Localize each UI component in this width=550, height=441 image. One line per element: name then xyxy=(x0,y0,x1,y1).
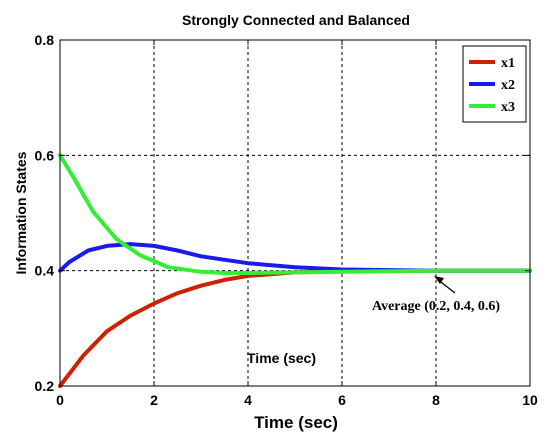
series-layer xyxy=(58,153,532,388)
x-tick-label: 2 xyxy=(150,392,158,408)
x-axis-label: Time (sec) xyxy=(254,413,338,432)
x-tick-label: 0 xyxy=(56,392,64,408)
axis-ticks: 0 2 4 6 8 10 0.2 0.4 0.6 0.8 xyxy=(35,32,538,408)
x-tick-label: 10 xyxy=(522,392,538,408)
series-line-x3 xyxy=(58,153,532,275)
average-arrow-icon xyxy=(434,276,456,294)
y-tick-label: 0.2 xyxy=(35,378,55,394)
plot-border xyxy=(59,39,531,387)
inner-time-label: Time (sec) xyxy=(247,350,316,366)
plot-area xyxy=(60,40,530,386)
y-axis-label: Information States xyxy=(13,151,29,274)
average-annotation: Average (0.2, 0.4, 0.6) xyxy=(372,299,500,314)
legend-label-x1: x1 xyxy=(501,56,515,71)
legend: x1 x2 x3 xyxy=(462,45,527,123)
legend-label-x2: x2 xyxy=(501,78,515,93)
x-tick-label: 6 xyxy=(338,392,346,408)
y-tick-label: 0.8 xyxy=(35,32,55,48)
legend-label-x3: x3 xyxy=(501,100,515,115)
chart-title: Strongly Connected and Balanced xyxy=(182,12,410,28)
y-tick-label: 0.6 xyxy=(35,147,55,163)
y-tick-label: 0.4 xyxy=(35,263,55,279)
x-tick-label: 4 xyxy=(244,392,252,408)
x-tick-label: 8 xyxy=(432,392,440,408)
